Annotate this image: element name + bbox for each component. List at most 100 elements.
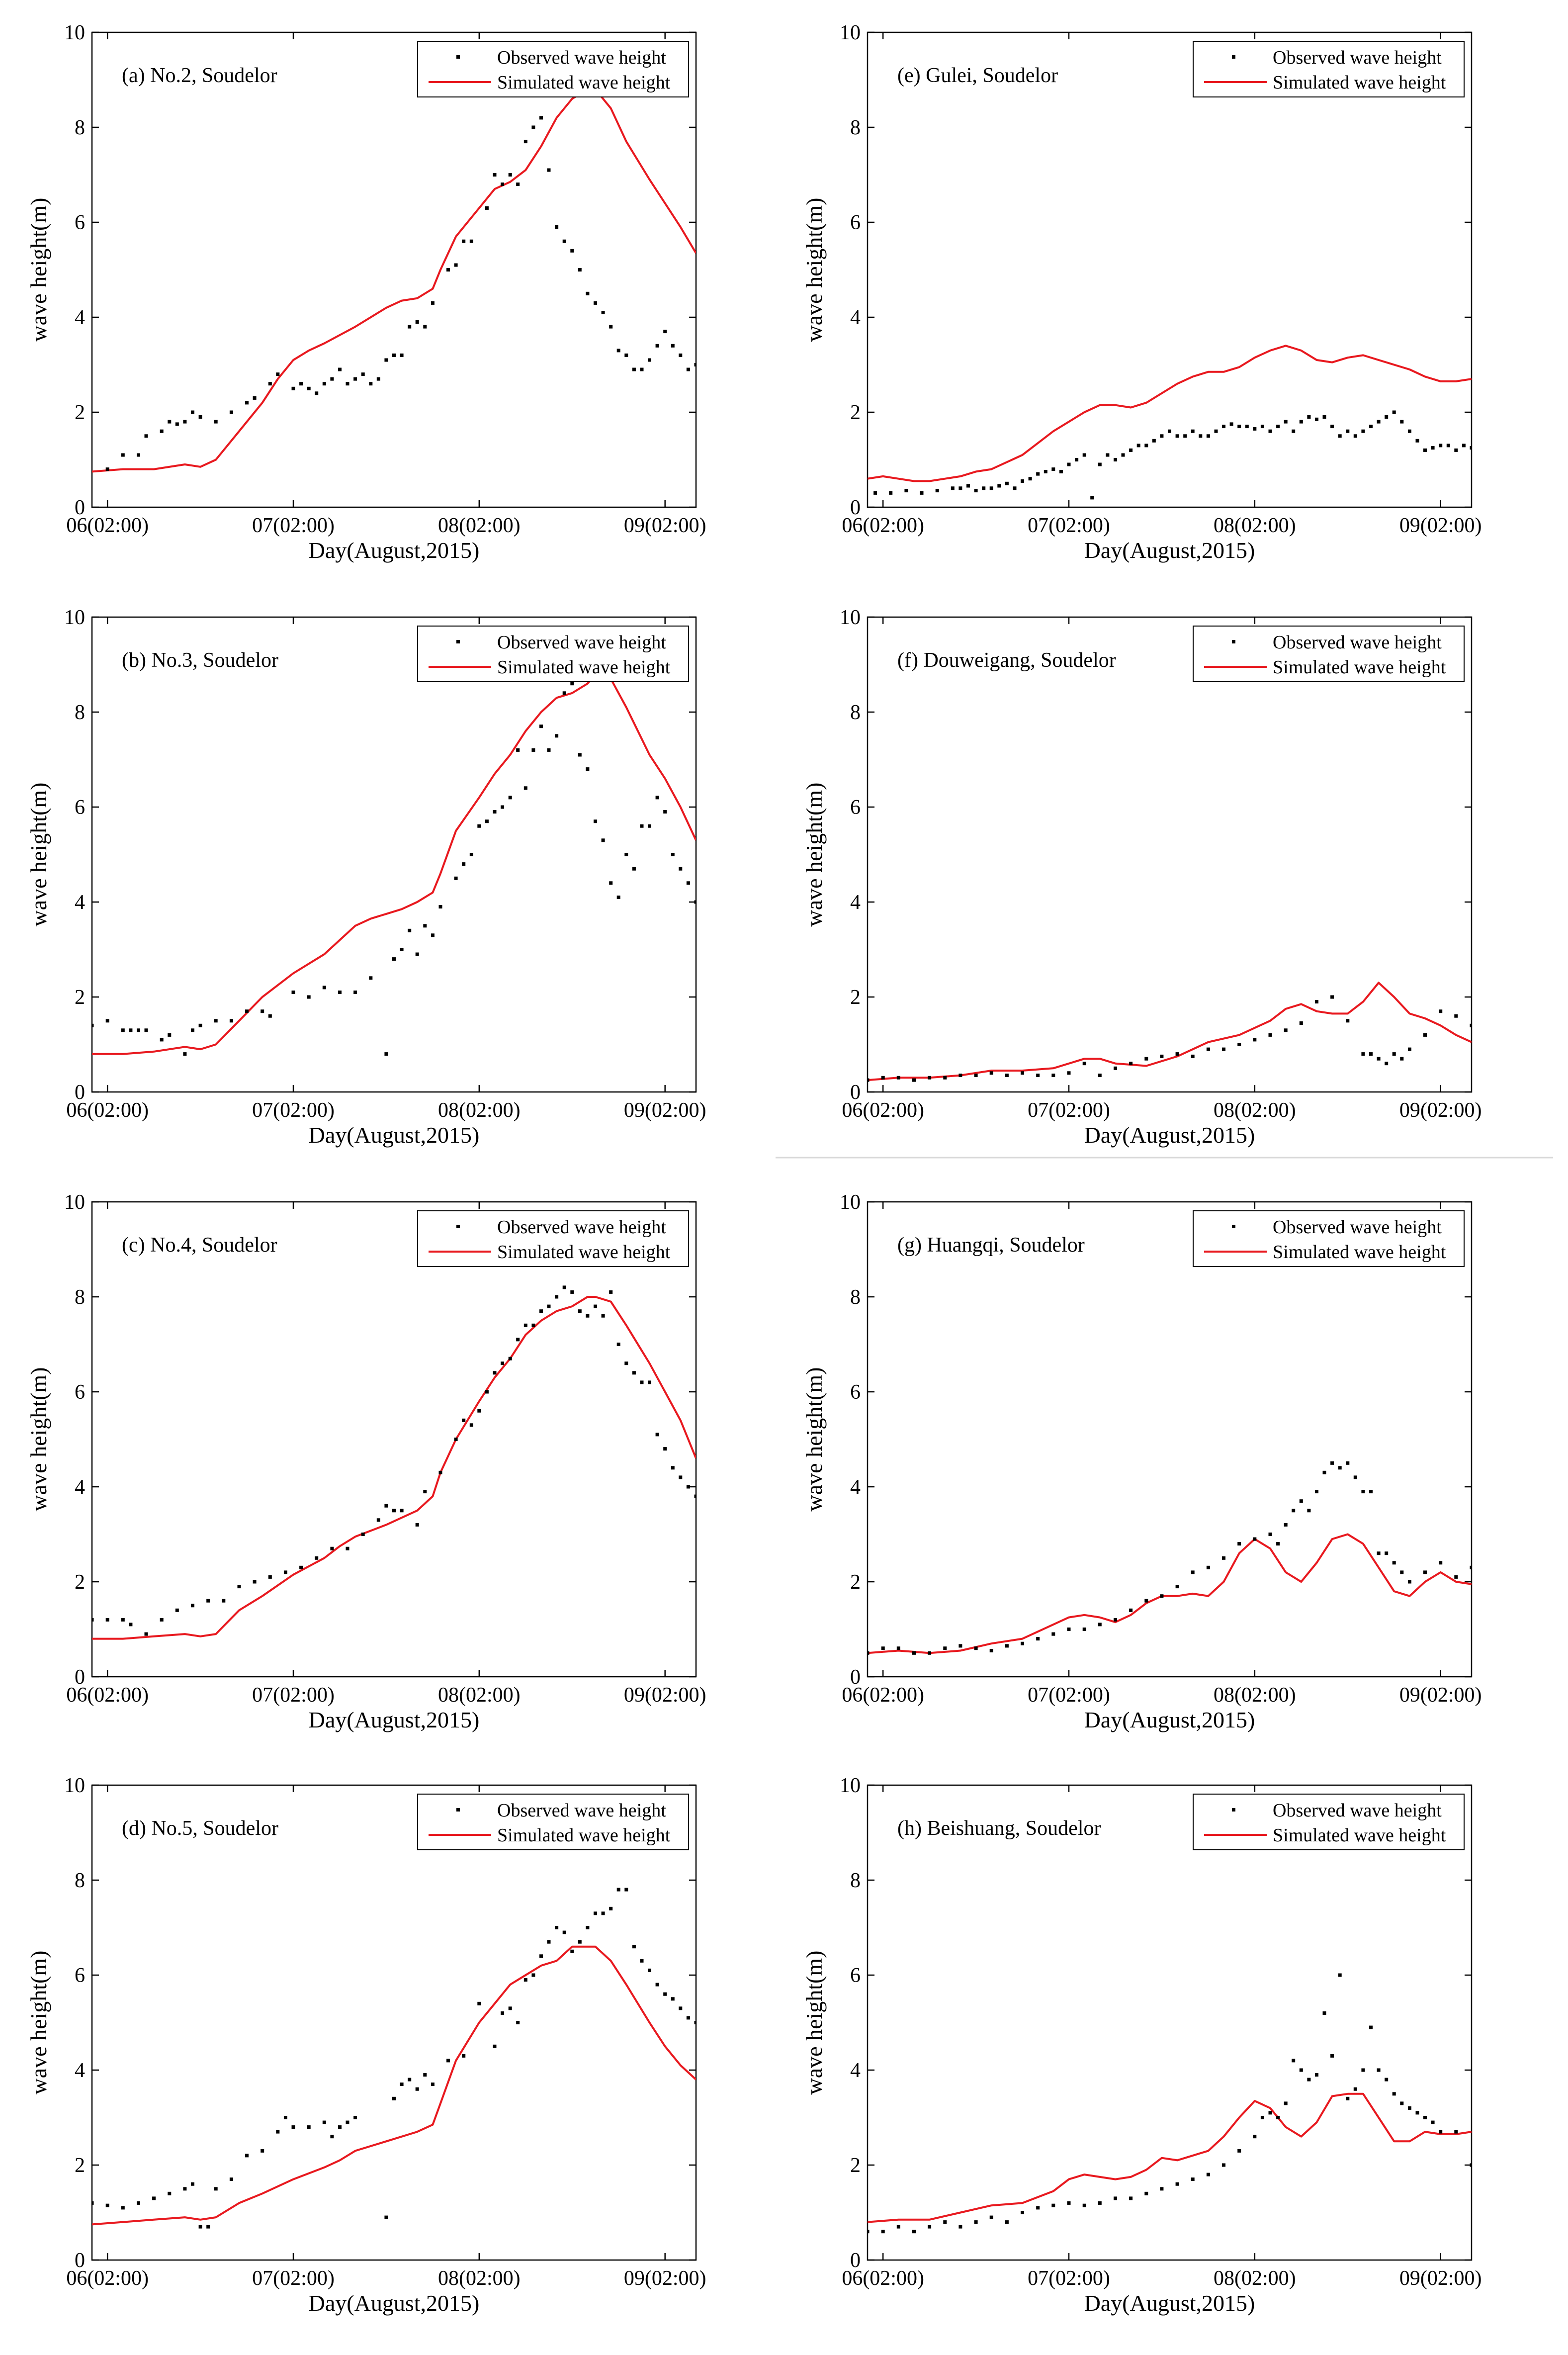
observed-point: [671, 1466, 675, 1470]
observed-point: [1144, 444, 1148, 448]
y-tick-label: 2: [75, 2154, 85, 2177]
observed-point: [555, 734, 559, 738]
observed-point: [570, 1290, 574, 1294]
observed-point: [1338, 434, 1342, 438]
legend-observed-marker: [456, 1808, 460, 1812]
observed-point: [214, 2187, 218, 2191]
observed-point: [1183, 434, 1187, 438]
y-axis-label: wave height(m): [26, 1367, 51, 1512]
y-tick-label: 0: [75, 1666, 85, 1689]
simulated-series-line: [92, 1296, 696, 1640]
observed-point: [1051, 2203, 1055, 2207]
legend-observed-marker: [1232, 55, 1235, 59]
observed-point: [1315, 417, 1318, 421]
observed-point: [1361, 429, 1365, 433]
observed-point: [578, 753, 582, 757]
simulated-series-line: [868, 1533, 1472, 1654]
chart-panel-f: 0 2 4 6 8 10 06(02:00) 07(02:00) 08(02:00) 09(02:…: [801, 606, 1482, 1148]
y-tick-label: 2: [75, 401, 85, 424]
observed-point: [547, 1304, 551, 1308]
observed-point: [392, 957, 396, 961]
observed-point: [640, 1959, 644, 1963]
observed-point: [1346, 1461, 1350, 1465]
legend-observed-label: Observed wave height: [497, 1800, 666, 1821]
observed-point: [283, 2116, 287, 2119]
observed-point: [601, 311, 605, 314]
observed-point: [501, 805, 505, 809]
observed-point: [1392, 2092, 1396, 2096]
observed-point: [624, 353, 628, 357]
observed-point: [1377, 1057, 1381, 1061]
observed-point: [609, 1290, 613, 1294]
observed-point: [1222, 425, 1225, 429]
observed-point: [1423, 1033, 1427, 1037]
observed-point: [1206, 434, 1210, 438]
legend-simulated-label: Simulated wave height: [1273, 72, 1446, 93]
observed-point: [1206, 1047, 1210, 1051]
observed-point: [493, 173, 497, 177]
observed-point: [547, 1940, 551, 1944]
observed-point: [291, 386, 295, 390]
observed-point: [1005, 481, 1009, 485]
observed-point: [935, 489, 939, 493]
observed-point: [904, 489, 908, 493]
x-tick-label: 09(02:00): [1399, 514, 1482, 537]
observed-point: [539, 1309, 543, 1313]
observed-point: [191, 2182, 194, 2186]
y-tick-label: 0: [850, 1666, 861, 1689]
observed-point: [982, 486, 986, 490]
observed-point: [1059, 469, 1063, 473]
observed-point: [1237, 1043, 1241, 1046]
y-tick-label: 4: [75, 306, 85, 329]
observed-point: [686, 367, 690, 371]
legend-observed-label: Observed wave height: [1273, 47, 1442, 68]
observed-point: [346, 1546, 349, 1550]
observed-point: [1454, 1575, 1458, 1579]
legend-box: [417, 41, 689, 97]
observed-point: [679, 2006, 683, 2010]
observed-point: [1129, 2196, 1133, 2200]
x-tick-label: 06(02:00): [842, 1099, 924, 1122]
observed-point: [1129, 1608, 1133, 1612]
x-tick-label: 08(02:00): [1214, 1099, 1296, 1122]
x-tick-label: 09(02:00): [1399, 1099, 1482, 1122]
observed-point: [268, 1014, 272, 1018]
observed-point: [299, 1565, 303, 1569]
observed-point: [1175, 1052, 1179, 1056]
observed-point: [1160, 434, 1164, 438]
observed-point: [896, 1076, 900, 1080]
observed-point: [175, 1608, 179, 1612]
legend-simulated-label: Simulated wave height: [1273, 1825, 1446, 1846]
observed-point: [539, 725, 543, 728]
observed-point: [384, 1052, 388, 1056]
y-tick-label: 10: [840, 1191, 861, 1214]
observed-point: [1051, 1074, 1055, 1078]
observed-point: [1462, 444, 1466, 448]
observed-point: [1284, 1523, 1288, 1527]
observed-point: [245, 401, 249, 405]
observed-point: [346, 382, 349, 386]
observed-point: [485, 206, 489, 210]
observed-point: [1439, 444, 1443, 448]
observed-point: [868, 1078, 870, 1082]
observed-point: [1082, 1062, 1086, 1066]
observed-point: [268, 382, 272, 386]
observed-point: [1454, 1014, 1458, 1018]
observed-point: [276, 2130, 280, 2134]
observed-point: [1385, 415, 1389, 419]
observed-point: [974, 1646, 978, 1650]
observed-point: [928, 2225, 932, 2229]
observed-point: [1315, 1490, 1318, 1494]
legend-box: [1193, 41, 1465, 97]
observed-point: [183, 1052, 187, 1056]
observed-point: [353, 2116, 357, 2119]
observed-point: [717, 910, 721, 913]
simulated-series-line: [868, 982, 1472, 1082]
observed-point: [974, 2220, 978, 2224]
observed-point: [516, 748, 520, 752]
observed-point: [1098, 1074, 1102, 1078]
observed-point: [1175, 434, 1179, 438]
observed-point: [671, 1997, 675, 2001]
observed-point: [206, 1599, 210, 1603]
x-tick-label: 06(02:00): [66, 1684, 149, 1707]
